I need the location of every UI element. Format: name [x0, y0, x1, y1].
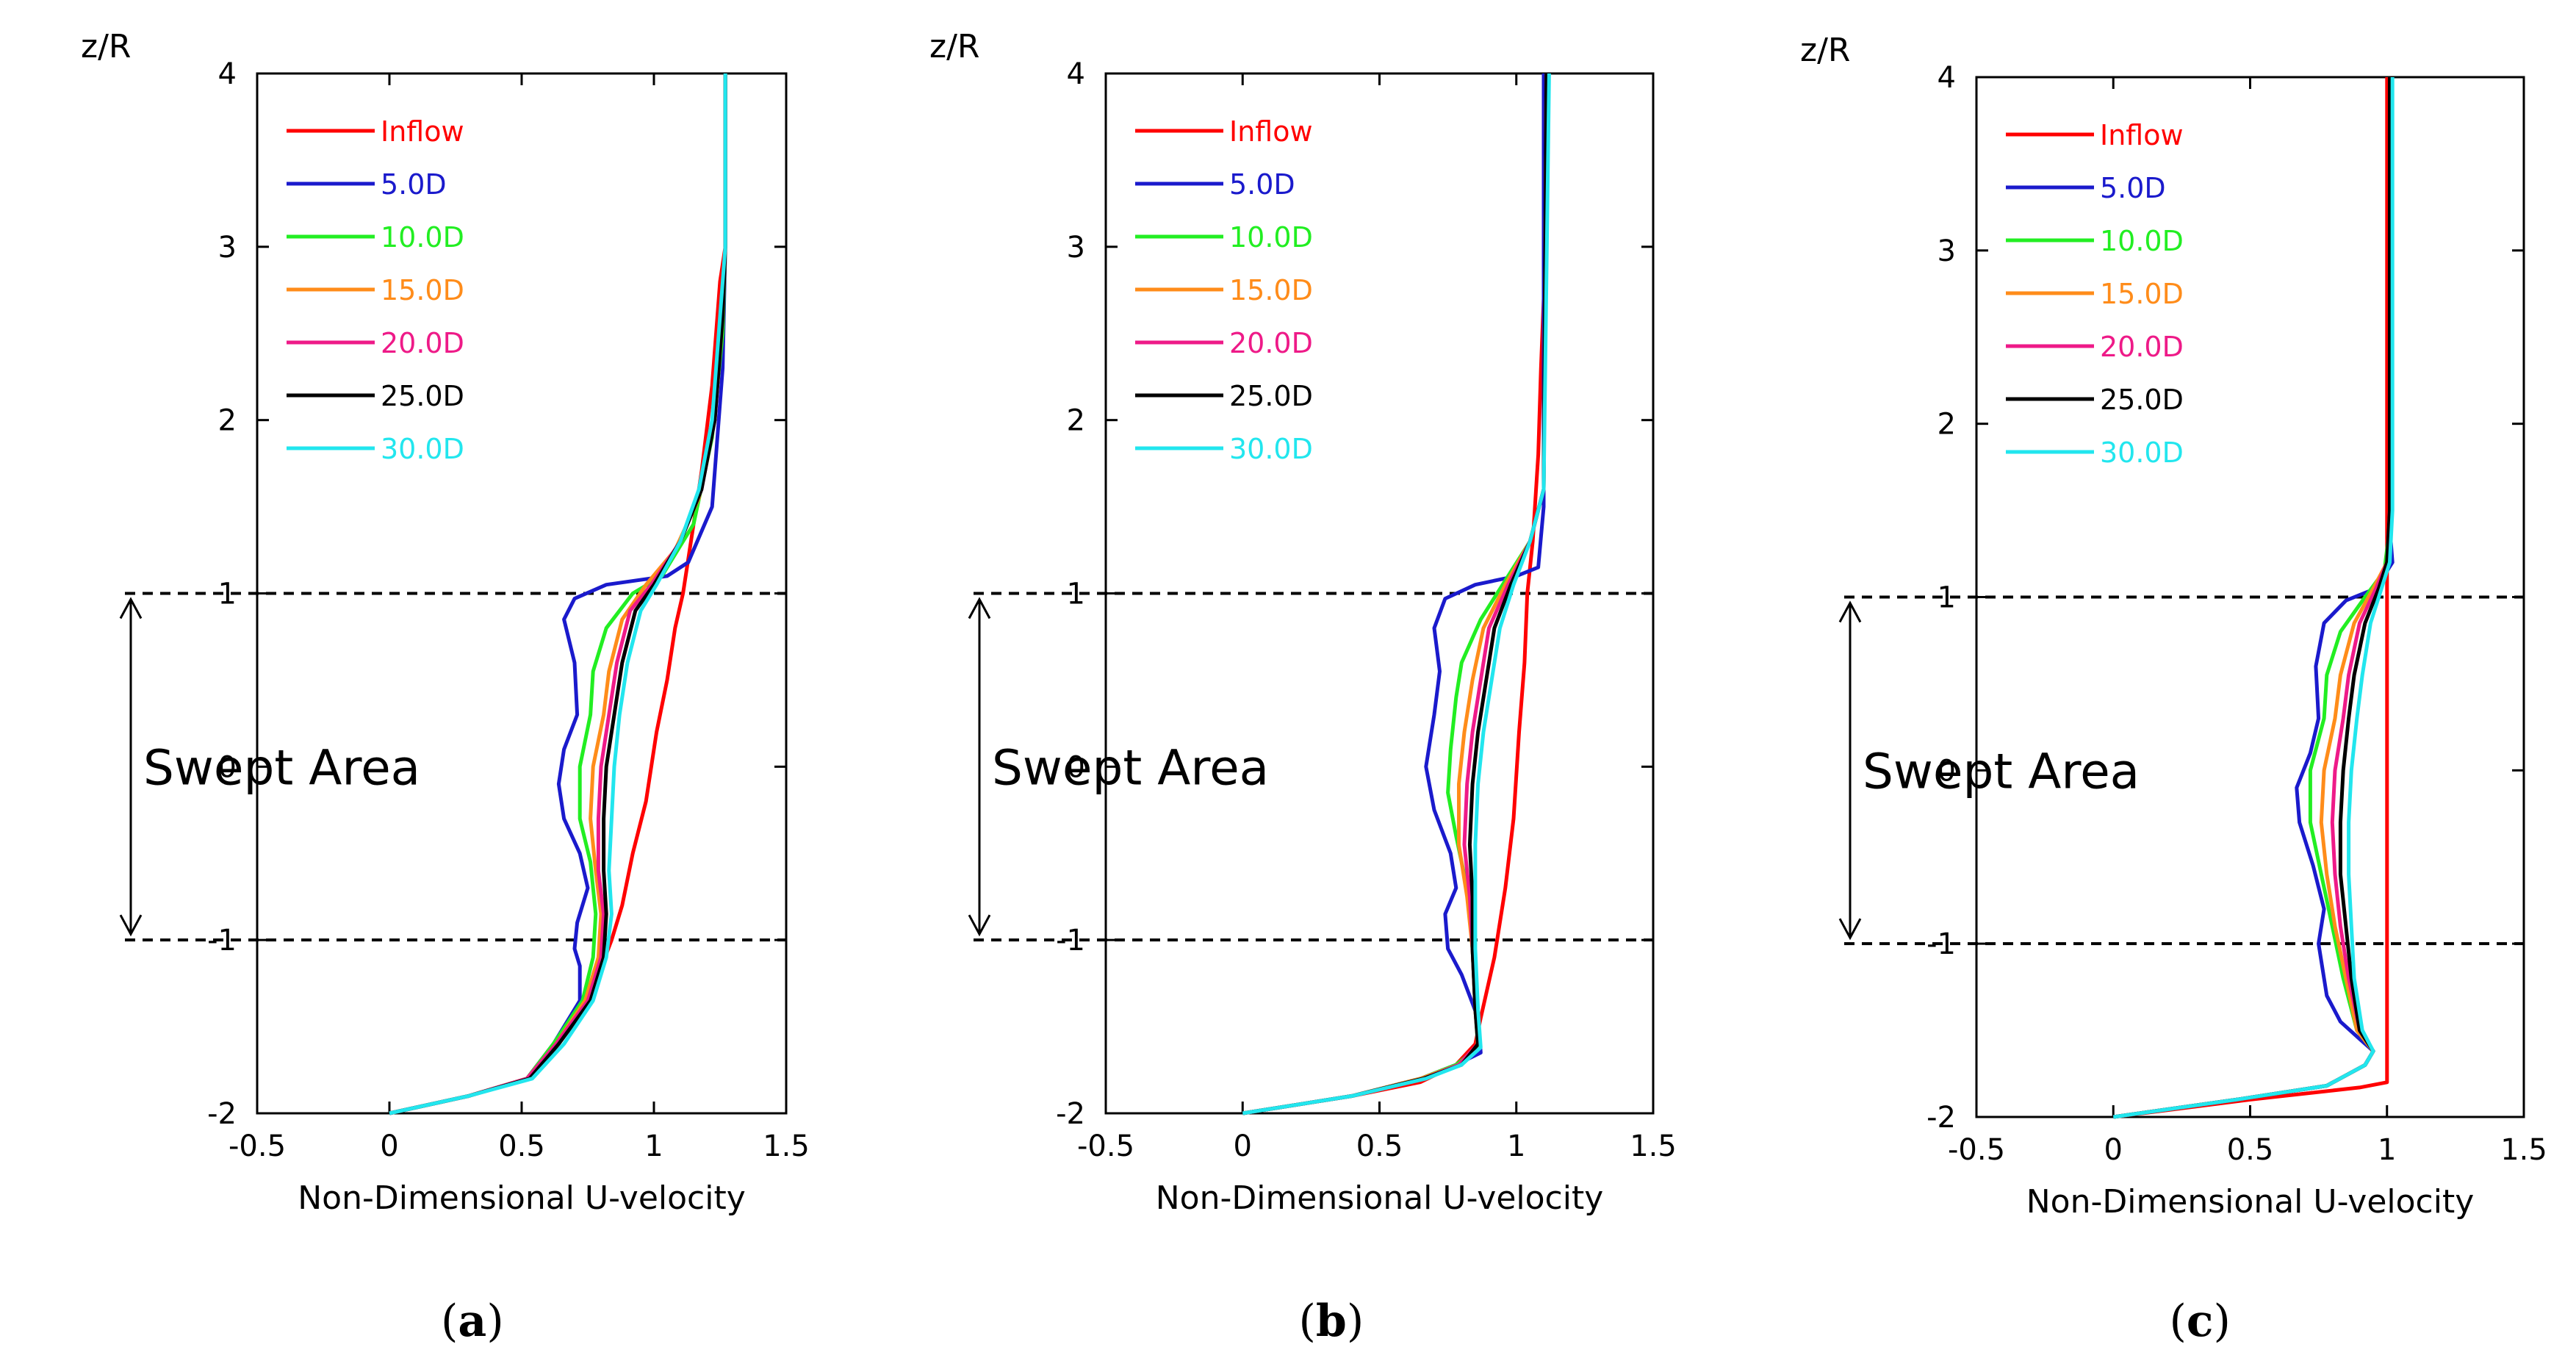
swept-area-label: Swept Area [143, 739, 420, 796]
legend-label: 15.0D [2100, 278, 2184, 310]
y-tick-label: 3 [218, 231, 237, 265]
y-tick-label: 4 [1067, 57, 1085, 91]
x-tick-label: 1.5 [2500, 1133, 2547, 1167]
y-tick-label: 2 [1938, 408, 1956, 442]
y-axis-label: z/R [929, 28, 980, 65]
legend-label: 10.0D [2100, 225, 2184, 257]
arrow-head-bottom [1838, 918, 1862, 941]
legend-label: 30.0D [1229, 433, 1313, 465]
legend-label: 5.0D [1229, 168, 1295, 201]
series-line-30-0d [2112, 77, 2395, 1119]
y-tick-label: 3 [1067, 231, 1085, 265]
x-tick-label: 0 [380, 1129, 398, 1163]
legend-label: 15.0D [1229, 274, 1313, 306]
y-tick-label: 0 [1067, 750, 1085, 784]
legend-label: 5.0D [381, 168, 447, 201]
legend-label: 15.0D [381, 274, 464, 306]
x-axis-label: Non-Dimensional U-velocity [298, 1179, 746, 1217]
x-axis-label: Non-Dimensional U-velocity [1156, 1179, 1604, 1217]
y-tick-label: -2 [207, 1097, 237, 1131]
panel-a: -0.5 0 0.5 1 1.5-2-101234z/RNon-Dimensional … [81, 28, 810, 1347]
panel-b: -0.5 0 0.5 1 1.5-2-101234z/RNon-Dimensional … [929, 28, 1677, 1347]
y-tick-label: 0 [218, 750, 237, 784]
y-tick-label: 4 [1938, 61, 1956, 95]
x-tick-label: 0.5 [2227, 1133, 2274, 1167]
x-tick-label: 1.5 [763, 1129, 810, 1163]
legend-label: 25.0D [381, 380, 464, 412]
series-line-30-0d [1242, 73, 1551, 1116]
x-tick-label: 1 [2378, 1133, 2396, 1167]
legend-label: 10.0D [1229, 221, 1313, 254]
y-tick-label: 4 [218, 57, 237, 91]
panel-c: -0.5 0 0.5 1 1.5-2-101234z/RNon-Dimensional … [1800, 32, 2547, 1347]
legend-label: 5.0D [2100, 172, 2166, 204]
y-tick-label: 2 [1067, 404, 1085, 438]
legend-label: 10.0D [381, 221, 464, 254]
legend-label: 20.0D [381, 327, 464, 359]
legend-label: 25.0D [1229, 380, 1313, 412]
y-tick-label: 2 [218, 404, 237, 438]
swept-area-label: Swept Area [1863, 743, 2140, 800]
x-axis-label: Non-Dimensional U-velocity [2026, 1183, 2475, 1221]
swept-area-label: Swept Area [992, 739, 1269, 796]
legend-label: 30.0D [2100, 436, 2184, 469]
y-tick-label: 3 [1938, 234, 1956, 268]
y-tick-label: -2 [1056, 1097, 1085, 1131]
panel-label: (a) [441, 1296, 504, 1347]
arrow-head-bottom [119, 914, 143, 937]
panel-label: (c) [2170, 1296, 2231, 1347]
x-tick-label: -0.5 [229, 1129, 286, 1163]
x-tick-label: 0.5 [498, 1129, 545, 1163]
x-tick-label: 0.5 [1356, 1129, 1403, 1163]
legend-label: 25.0D [2100, 384, 2184, 416]
legend-label: Inflow [1229, 115, 1313, 148]
arrow-head-top [968, 597, 991, 619]
arrow-head-top [1838, 600, 1862, 623]
series-line-30-0d [389, 73, 727, 1116]
panel-label: (b) [1299, 1296, 1364, 1347]
arrow-head-top [119, 597, 143, 619]
legend-label: 20.0D [1229, 327, 1313, 359]
x-tick-label: 0 [2104, 1133, 2123, 1167]
legend-label: Inflow [381, 115, 464, 148]
x-tick-label: 1.5 [1630, 1129, 1677, 1163]
y-tick-label: 0 [1938, 754, 1956, 788]
x-tick-label: 1 [1507, 1129, 1525, 1163]
series-line-25-0d [389, 73, 727, 1116]
x-tick-label: -0.5 [1948, 1133, 2005, 1167]
legend-label: 30.0D [381, 433, 464, 465]
x-tick-label: 0 [1234, 1129, 1252, 1163]
x-tick-label: -0.5 [1077, 1129, 1134, 1163]
y-tick-label: -2 [1926, 1101, 1956, 1135]
y-axis-label: z/R [1800, 32, 1851, 69]
x-tick-label: 1 [644, 1129, 663, 1163]
legend-label: Inflow [2100, 119, 2184, 151]
y-axis-label: z/R [81, 28, 132, 65]
arrow-head-bottom [968, 914, 991, 937]
legend-label: 20.0D [2100, 331, 2184, 363]
